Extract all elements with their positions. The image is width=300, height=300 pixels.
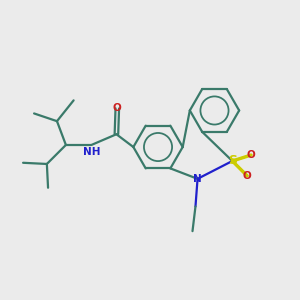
Text: NH: NH (83, 147, 100, 157)
Text: O: O (113, 103, 122, 113)
Text: N: N (193, 174, 202, 184)
Text: O: O (243, 171, 252, 181)
Text: O: O (247, 150, 255, 160)
Text: S: S (228, 154, 237, 167)
